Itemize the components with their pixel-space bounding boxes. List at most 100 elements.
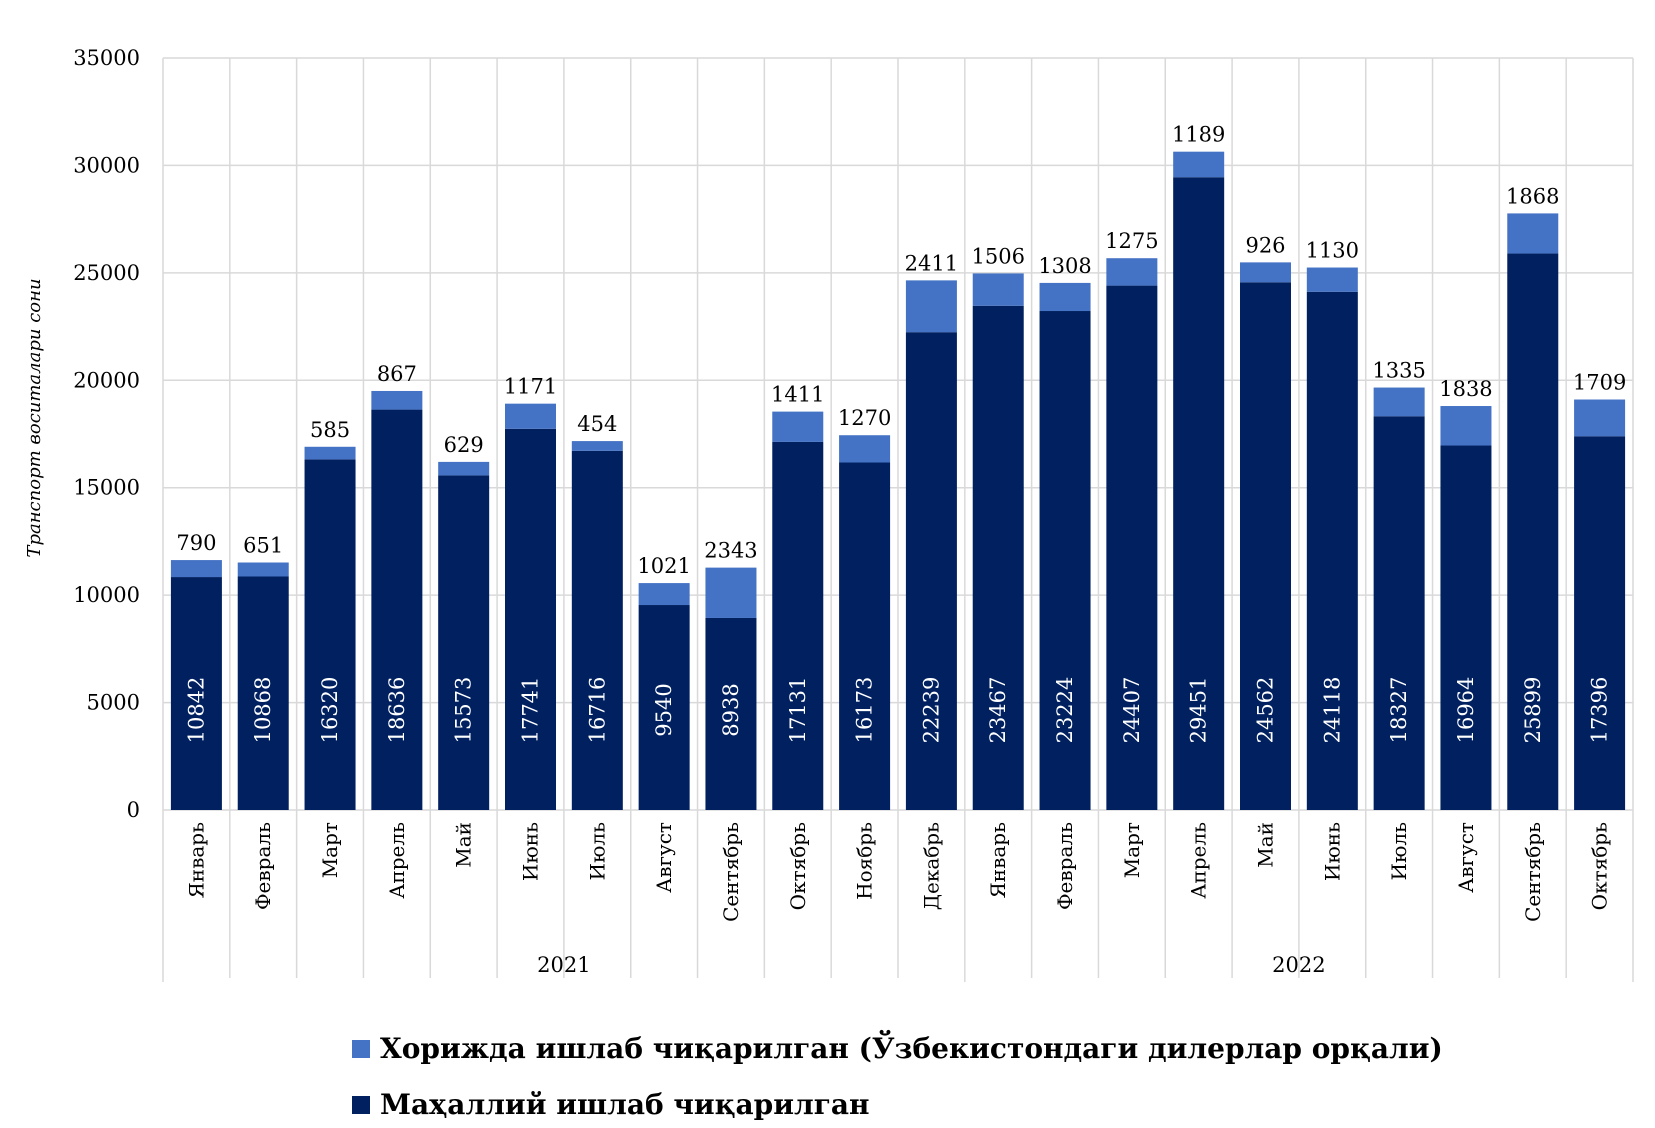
- x-tick-label: Январь: [986, 822, 1010, 898]
- data-label-foreign: 454: [577, 412, 617, 436]
- bar-local: [638, 605, 690, 810]
- bar-foreign: [1440, 406, 1492, 446]
- data-label-foreign: 1130: [1306, 239, 1359, 263]
- data-label-foreign: 1189: [1172, 123, 1225, 147]
- bar-foreign: [371, 390, 423, 410]
- bar-foreign: [1507, 213, 1559, 254]
- x-tick-label: Июнь: [519, 822, 543, 881]
- bar-foreign: [505, 403, 556, 429]
- y-axis-title: Транспорт воситалари сони: [24, 278, 45, 557]
- x-tick-label: Январь: [184, 822, 208, 898]
- x-tick-label: Ноябрь: [853, 822, 877, 900]
- x-tick-label: Июль: [585, 822, 609, 881]
- data-label-local: 24407: [1120, 677, 1144, 744]
- data-label-foreign: 2343: [704, 539, 757, 563]
- x-tick-label: Май: [1254, 822, 1278, 868]
- year-label: 2022: [1272, 953, 1325, 977]
- bar-foreign: [1240, 262, 1291, 283]
- bar-local: [505, 428, 556, 810]
- data-label-local: 16320: [318, 677, 342, 744]
- bar-local: [1574, 436, 1626, 810]
- bar-local: [905, 332, 957, 810]
- bar-local: [1173, 177, 1225, 810]
- bar-local: [304, 459, 356, 810]
- x-tick-label: Апрель: [1187, 822, 1211, 899]
- data-label-foreign: 1275: [1105, 229, 1158, 253]
- bar-foreign: [905, 280, 957, 333]
- data-label-foreign: 1335: [1372, 359, 1425, 383]
- legend-swatch-local: [352, 1095, 370, 1114]
- bar-foreign: [304, 446, 356, 460]
- legend-swatch-foreign: [352, 1039, 370, 1058]
- x-tick-label: Сентябрь: [1521, 822, 1545, 922]
- y-tick-label: 35000: [73, 46, 140, 70]
- bar-local: [438, 475, 490, 810]
- data-label-local: 16716: [585, 677, 609, 744]
- data-label-foreign: 651: [243, 534, 283, 558]
- data-label-local: 23224: [1053, 677, 1077, 744]
- x-tick-label: Март: [1120, 822, 1144, 878]
- x-tick-label: Май: [452, 822, 476, 868]
- x-tick-label: Октябрь: [1588, 822, 1612, 910]
- data-label-local: 16964: [1454, 677, 1478, 744]
- data-label-foreign: 585: [310, 418, 350, 442]
- data-label-local: 22239: [919, 677, 943, 744]
- bar-local: [1039, 311, 1091, 810]
- bar-local: [1440, 445, 1492, 810]
- data-label-foreign: 2411: [905, 251, 958, 275]
- data-label-local: 29451: [1187, 677, 1211, 744]
- bar-foreign: [839, 435, 891, 463]
- data-label-foreign: 1411: [771, 383, 824, 407]
- bar-local: [237, 576, 289, 810]
- bar-local: [371, 409, 423, 810]
- data-label-local: 8938: [719, 683, 743, 736]
- data-label-foreign: 790: [176, 531, 216, 555]
- x-tick-label: Сентябрь: [719, 822, 743, 922]
- y-tick-label: 25000: [73, 261, 140, 285]
- bar-foreign: [1574, 399, 1626, 437]
- data-label-local: 15573: [452, 677, 476, 744]
- data-label-local: 10868: [251, 677, 275, 744]
- y-tick-label: 20000: [73, 368, 140, 392]
- bar-foreign: [170, 560, 222, 578]
- bar-local: [1507, 253, 1559, 810]
- year-label: 2021: [537, 953, 590, 977]
- data-label-foreign: 1506: [972, 244, 1025, 268]
- bar-local: [1106, 285, 1158, 811]
- bar-local: [705, 617, 757, 810]
- data-label-local: 10842: [184, 677, 208, 744]
- bar-foreign: [237, 562, 289, 577]
- bar-foreign: [972, 273, 1024, 306]
- x-tick-label: Февраль: [251, 822, 275, 910]
- bar-local: [1240, 282, 1291, 810]
- data-label-local: 18327: [1387, 677, 1411, 744]
- x-tick-label: Октябрь: [786, 822, 810, 910]
- data-label-local: 25899: [1521, 677, 1545, 744]
- data-label-foreign: 867: [377, 362, 417, 386]
- bar-foreign: [638, 583, 690, 606]
- x-tick-label: Апрель: [385, 822, 409, 899]
- legend-item-foreign: Хорижда ишлаб чиқарилган (Ўзбекистондаги…: [352, 1032, 1443, 1065]
- data-label-local: 16173: [853, 677, 877, 744]
- y-tick-label: 15000: [73, 476, 140, 500]
- data-label-foreign: 1868: [1506, 184, 1559, 208]
- legend-label-local: Маҳаллий ишлаб чиқарилган: [380, 1088, 870, 1121]
- data-label-foreign: 1171: [504, 375, 557, 399]
- bar-foreign: [1306, 267, 1358, 292]
- y-tick-label: 0: [127, 798, 140, 822]
- bar-local: [772, 441, 824, 810]
- data-label-local: 17396: [1588, 677, 1612, 744]
- bar-local: [1306, 291, 1358, 810]
- bar-foreign: [1173, 151, 1225, 178]
- data-label-foreign: 1709: [1573, 371, 1626, 395]
- data-label-local: 24562: [1254, 677, 1278, 744]
- x-tick-label: Июль: [1387, 822, 1411, 881]
- y-tick-label: 30000: [73, 153, 140, 177]
- bar-foreign: [1039, 282, 1091, 312]
- x-tick-label: Март: [318, 822, 342, 878]
- data-label-foreign: 1270: [838, 406, 891, 430]
- bar-foreign: [438, 461, 490, 476]
- bar-local: [1373, 416, 1425, 810]
- legend-item-local: Маҳаллий ишлаб чиқарилган: [352, 1088, 870, 1121]
